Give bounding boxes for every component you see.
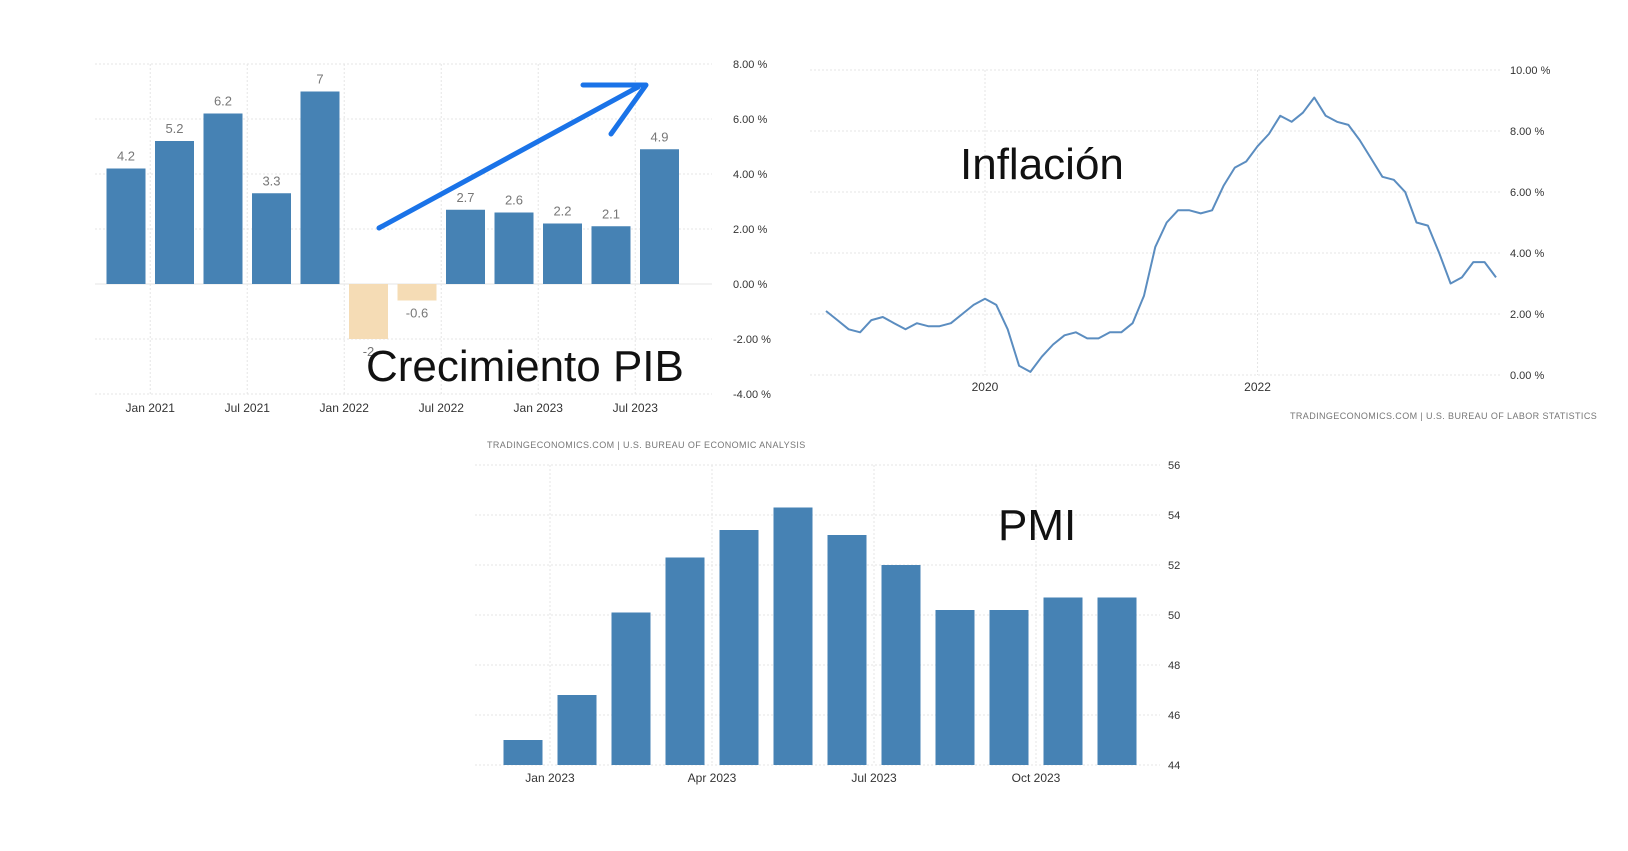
gdp-bar-value-label: 4.9 [650,129,668,144]
pmi-bar [1043,597,1083,765]
gdp-x-tick-label: Jul 2021 [225,401,271,415]
inflation-chart: 10.00 % 8.00 % 6.00 % 4.00 % 2.00 % 0.00 % 20… [810,65,1597,421]
gdp-bar [591,226,631,284]
gdp-bar-value-label: 2.2 [553,204,571,219]
gdp-data-labels: 4.2 5.2 6.2 3.3 7 -2 -0.6 2.7 2.6 2.2 2.1 4.9 [117,72,669,360]
gdp-bar [252,193,291,284]
pmi-bar [881,565,921,765]
pmi-y-tick-label: 44 [1168,760,1180,772]
gdp-bar [155,141,194,284]
gdp-bar [349,284,388,339]
inflation-y-tick-label: 2.00 % [1510,309,1544,321]
inflation-chart-title: Inflación [960,140,1124,189]
inflation-grid [810,69,1500,376]
gdp-y-tick-label: 4.00 % [733,169,767,181]
pmi-bar [827,535,867,765]
inflation-x-tick-label: 2020 [972,380,999,394]
pmi-bar [719,530,759,765]
inflation-y-axis: 10.00 % 8.00 % 6.00 % 4.00 % 2.00 % 0.00 % [1510,65,1551,382]
pmi-bar [989,610,1029,765]
pmi-x-tick-label: Oct 2023 [1012,771,1061,785]
gdp-bar [446,209,485,284]
gdp-bars [106,91,679,339]
inflation-source: TRADINGECONOMICS.COM | U.S. BUREAU OF LA… [1290,411,1597,421]
gdp-bar-value-label: 2.7 [456,190,474,205]
inflation-y-tick-label: 10.00 % [1510,65,1551,77]
inflation-y-tick-label: 6.00 % [1510,187,1544,199]
gdp-growth-chart: 4.2 5.2 6.2 3.3 7 -2 -0.6 2.7 2.6 2.2 2.1 4.9 8.00 … [95,59,806,450]
gdp-bar-value-label: 3.3 [262,173,280,188]
pmi-y-tick-label: 46 [1168,710,1180,722]
gdp-bar-value-label: 2.6 [505,193,523,208]
pmi-x-tick-label: Jan 2023 [525,771,575,785]
pmi-y-tick-label: 56 [1168,460,1180,472]
gdp-y-tick-label: 8.00 % [733,59,767,71]
gdp-bar [543,223,582,284]
gdp-y-tick-label: 0.00 % [733,279,767,291]
inflation-y-tick-label: 0.00 % [1510,370,1544,382]
pmi-y-axis: 56 54 52 50 48 46 44 [1168,460,1180,772]
pmi-y-tick-label: 52 [1168,560,1180,572]
gdp-chart-title: Crecimiento PIB [366,342,684,391]
pmi-bar [557,695,597,765]
gdp-bar-value-label: 4.2 [117,149,135,164]
pmi-chart-title: PMI [998,501,1076,550]
gdp-y-tick-label: -2.00 % [733,334,771,346]
pmi-y-tick-label: 50 [1168,610,1180,622]
trend-arrow-icon [376,82,649,231]
inflation-x-tick-label: 2022 [1244,380,1271,394]
pmi-bar [773,507,813,765]
inflation-series-line [825,96,1497,373]
gdp-bar-value-label: 6.2 [214,94,232,109]
inflation-x-axis: 2020 2022 [972,380,1272,394]
gdp-bar [640,149,679,284]
pmi-bar [1097,597,1137,765]
gdp-y-axis: 8.00 % 6.00 % 4.00 % 2.00 % 0.00 % -2.00 % -4.… [733,59,771,401]
pmi-x-tick-label: Jul 2023 [851,771,897,785]
pmi-bar [665,557,705,765]
gdp-source: TRADINGECONOMICS.COM | U.S. BUREAU OF EC… [487,440,806,450]
gdp-bar [397,284,437,301]
gdp-bar-value-label: -0.6 [406,306,428,321]
gdp-x-tick-label: Jan 2022 [320,401,370,415]
gdp-x-tick-label: Jan 2021 [126,401,176,415]
inflation-y-tick-label: 4.00 % [1510,248,1544,260]
inflation-y-tick-label: 8.00 % [1510,126,1544,138]
gdp-x-tick-label: Jul 2023 [613,401,659,415]
gdp-bar-value-label: 7 [316,72,323,87]
gdp-x-axis: Jan 2021 Jul 2021 Jan 2022 Jul 2022 Jan 2023… [126,401,659,415]
pmi-bars [503,507,1137,765]
gdp-bar [203,113,243,284]
pmi-x-axis: Jan 2023 Apr 2023 Jul 2023 Oct 2023 [525,771,1060,785]
gdp-bar-value-label: -2 [363,344,375,359]
gdp-x-tick-label: Jan 2023 [514,401,564,415]
pmi-bar [503,740,543,765]
gdp-y-tick-label: 6.00 % [733,114,767,126]
gdp-y-tick-label: -4.00 % [733,389,771,401]
pmi-grid [475,464,1160,766]
gdp-y-tick-label: 2.00 % [733,224,767,236]
pmi-y-tick-label: 54 [1168,510,1180,522]
pmi-y-tick-label: 48 [1168,660,1180,672]
gdp-bar-value-label: 2.1 [602,206,620,221]
gdp-bar [300,91,340,284]
pmi-chart: 56 54 52 50 48 46 44 Jan 2023 Apr 2023 Jul 2023 O… [475,460,1180,785]
gdp-bar [494,212,534,284]
gdp-bar [106,168,146,284]
pmi-bar [611,612,651,765]
gdp-bar-value-label: 5.2 [165,121,183,136]
pmi-bar [935,610,975,765]
gdp-x-tick-label: Jul 2022 [419,401,465,415]
pmi-x-tick-label: Apr 2023 [688,771,737,785]
